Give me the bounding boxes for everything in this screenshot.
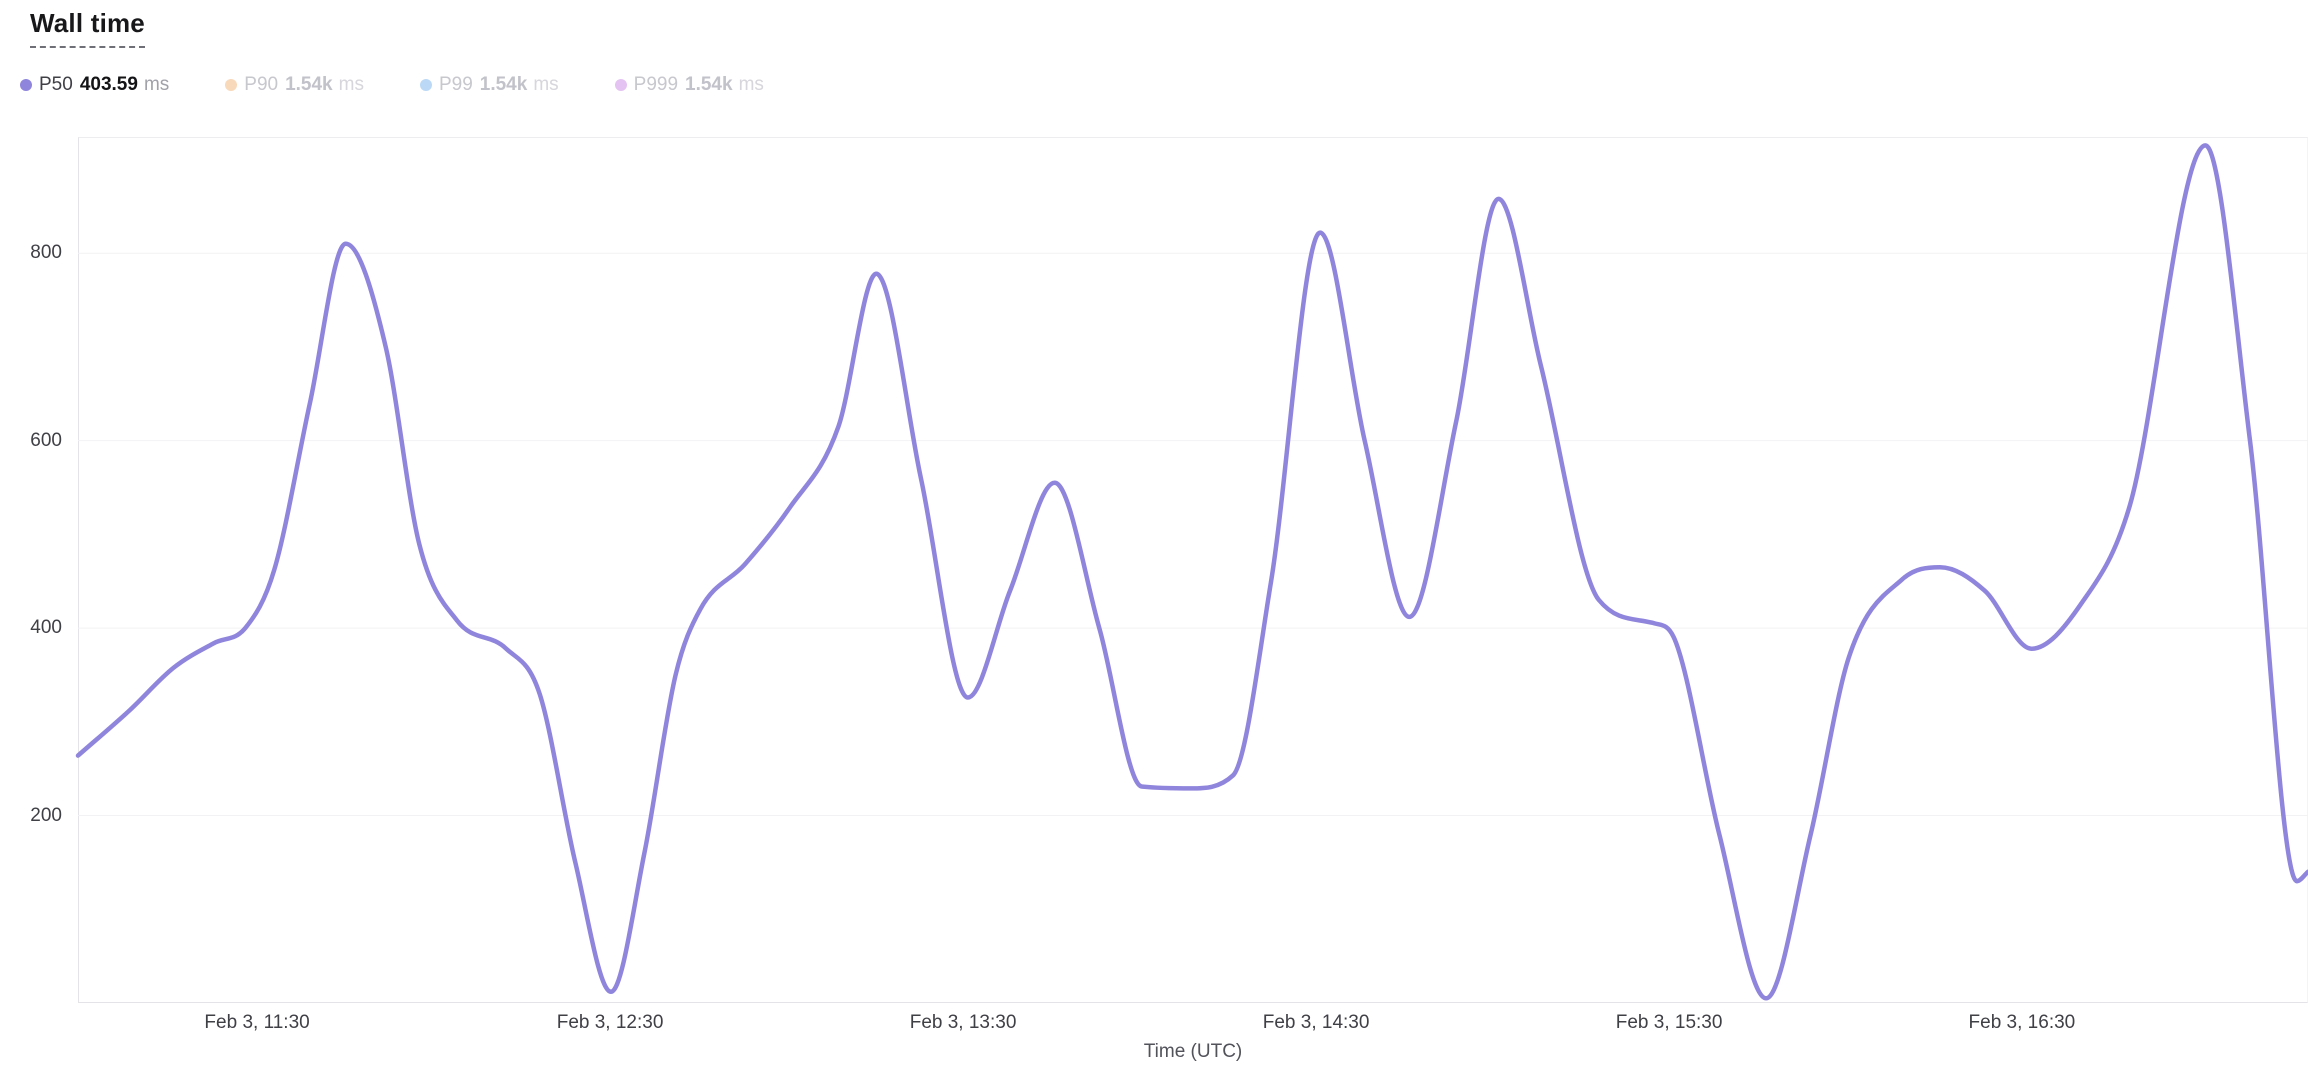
x-tick-label: Feb 3, 14:30 [1262,1012,1370,1033]
legend-item-p999[interactable]: P999 1.54k ms [614,74,764,96]
y-tick-label: 400 [30,617,62,639]
legend-series-name: P999 [633,74,679,95]
legend-series-unit: ms [533,74,559,95]
legend-series-value: 1.54k [285,74,333,95]
p90-color-dot-icon [225,79,238,91]
x-tick-label: Feb 3, 13:30 [909,1012,1017,1033]
plot-area[interactable] [75,137,2308,1003]
x-tick-label: Feb 3, 11:30 [204,1012,310,1033]
legend-series-value: 1.54k [685,74,733,95]
legend-series-unit: ms [338,74,364,95]
y-tick-label: 200 [30,804,62,826]
legend-series-value: 403.59 [79,74,138,95]
x-tick-label: Feb 3, 15:30 [1615,1012,1723,1033]
legend-item-p99[interactable]: P99 1.54k ms [419,74,559,96]
p99-color-dot-icon [419,79,432,91]
p50-line [75,143,2308,1001]
p50-color-dot-icon [20,79,32,91]
legend: P50 403.59 ms P90 1.54k ms P99 1.54k ms … [20,74,764,96]
legend-item-p90[interactable]: P90 1.54k ms [225,74,364,96]
gridlines [78,252,2308,817]
legend-series-name: P99 [438,74,473,95]
x-axis-title: Time (UTC) [1143,1041,1243,1062]
y-tick-label: 600 [30,429,62,451]
x-axis: Feb 3, 11:30 Feb 3, 12:30 Feb 3, 13:30 Feb … [78,1003,2308,1043]
y-tick-label: 800 [30,242,62,264]
legend-item-p50[interactable]: P50 403.59 ms [20,74,169,96]
x-tick-label: Feb 3, 16:30 [1968,1012,2076,1033]
legend-series-unit: ms [143,74,170,95]
legend-series-name: P90 [244,74,279,95]
x-tick-label: Feb 3, 12:30 [556,1012,664,1033]
y-axis: 200 400 600 800 [0,0,62,1068]
legend-series-unit: ms [738,74,764,95]
p999-color-dot-icon [614,79,627,91]
legend-series-value: 1.54k [479,74,528,95]
page-title[interactable]: Wall time [30,8,145,48]
legend-series-name: P50 [39,74,73,95]
